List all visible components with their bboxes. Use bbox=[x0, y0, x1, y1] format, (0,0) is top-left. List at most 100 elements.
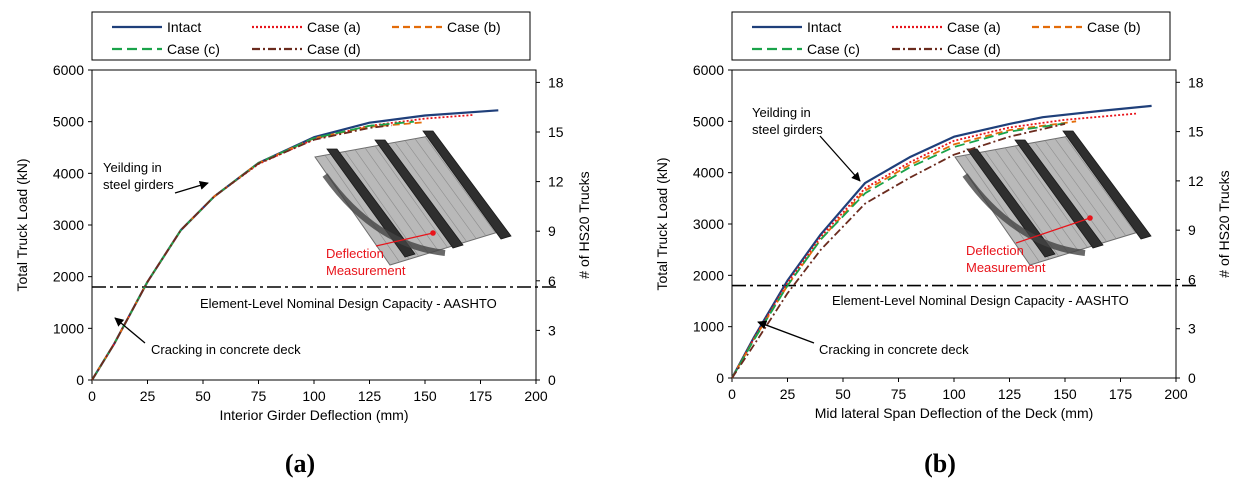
legend-entry: Case (b) bbox=[447, 19, 501, 35]
x-tick-label: 175 bbox=[469, 388, 493, 404]
x-tick-label: 75 bbox=[891, 386, 907, 402]
legend-entry: Intact bbox=[167, 19, 201, 35]
deck-mesh-line bbox=[1004, 147, 1079, 251]
deck-mesh-line bbox=[424, 136, 496, 234]
y-tick-label: 3000 bbox=[693, 216, 724, 232]
y2-tick-label: 15 bbox=[1188, 124, 1204, 140]
deck-mesh-line bbox=[374, 145, 448, 248]
bridge-model-illustration bbox=[314, 130, 512, 266]
y-tick-label: 6000 bbox=[693, 62, 724, 78]
x-tick-label: 100 bbox=[302, 388, 326, 404]
design-capacity-label: Element-Level Nominal Design Capacity - … bbox=[832, 293, 1129, 308]
legend-entry: Case (c) bbox=[167, 41, 220, 57]
steel-girder bbox=[1062, 130, 1152, 240]
chart-panel-a: 0 25 50 75 100 125 150 175 200010002000300040005… bbox=[14, 11, 592, 478]
deck-mesh-line bbox=[1014, 145, 1088, 248]
deck-mesh-line bbox=[984, 151, 1059, 257]
legend-entry: Intact bbox=[807, 19, 841, 35]
x-tick-label: 150 bbox=[413, 388, 437, 404]
deflection-measurement-annotation: Measurement bbox=[966, 260, 1046, 275]
x-tick-label: 175 bbox=[1109, 386, 1133, 402]
legend-entry: Case (b) bbox=[1087, 19, 1141, 35]
y-tick-label: 0 bbox=[716, 370, 724, 386]
steel-girder bbox=[326, 148, 416, 258]
chart-panel-b: 0 25 50 75 100 125 150 175 200010002000300040005… bbox=[654, 11, 1232, 478]
legend-box bbox=[91, 11, 531, 61]
x-tick-label: 125 bbox=[998, 386, 1022, 402]
deflection-measurement-annotation: Deflection bbox=[326, 246, 384, 261]
y2-tick-label: 6 bbox=[548, 273, 556, 289]
cracking-annotation: Cracking in concrete deck bbox=[819, 342, 969, 357]
series-line-intact bbox=[731, 104, 1152, 379]
y2-tick-label: 9 bbox=[548, 223, 556, 239]
girder-bottom-flange bbox=[322, 173, 446, 256]
y2-tick-label: 18 bbox=[548, 74, 564, 90]
y-tick-label: 1000 bbox=[693, 319, 724, 335]
y2-axis-label: # of HS20 Trucks bbox=[576, 171, 592, 278]
x-tick-label: 150 bbox=[1053, 386, 1077, 402]
y2-tick-label: 3 bbox=[548, 322, 556, 338]
series-line-case-b bbox=[731, 120, 1077, 379]
deck-mesh-line bbox=[1034, 142, 1107, 242]
deck-mesh-line bbox=[404, 140, 477, 239]
legend: Intact Case (a) Case (b) Case (c) Case (d) bbox=[91, 11, 531, 61]
series-line-case-a bbox=[731, 112, 1137, 379]
x-tick-label: 25 bbox=[140, 388, 156, 404]
x-tick-label: 50 bbox=[835, 386, 851, 402]
deck-mesh-line bbox=[354, 149, 429, 254]
x-tick-label: 200 bbox=[1164, 386, 1188, 402]
x-tick-label: 75 bbox=[251, 388, 267, 404]
series-line-case-d bbox=[91, 124, 392, 381]
steel-girder bbox=[374, 139, 464, 249]
y2-tick-label: 6 bbox=[1188, 271, 1196, 287]
y2-tick-label: 18 bbox=[1188, 74, 1204, 90]
x-tick-label: 200 bbox=[524, 388, 548, 404]
legend-entry: Case (a) bbox=[307, 19, 361, 35]
y-tick-label: 2000 bbox=[53, 269, 84, 285]
deflection-measurement-annotation: Measurement bbox=[326, 263, 406, 278]
x-tick-label: 125 bbox=[358, 388, 382, 404]
legend-entry: Case (a) bbox=[947, 19, 1001, 35]
y-tick-label: 6000 bbox=[53, 62, 84, 78]
y-tick-label: 4000 bbox=[53, 165, 84, 181]
legend-box bbox=[731, 11, 1171, 61]
x-tick-label: 50 bbox=[195, 388, 211, 404]
deck-mesh-line bbox=[1054, 138, 1127, 237]
deck-mesh-line bbox=[994, 149, 1069, 254]
legend-entry: Case (d) bbox=[307, 41, 361, 57]
deck-mesh-line bbox=[394, 142, 467, 242]
x-axis-label: Mid lateral Span Deflection of the Deck … bbox=[815, 405, 1094, 421]
y2-tick-label: 15 bbox=[548, 124, 564, 140]
y2-tick-label: 3 bbox=[1188, 321, 1196, 337]
girder-bottom-flange bbox=[962, 173, 1086, 256]
deflection-measurement-pointer bbox=[1015, 217, 1091, 244]
x-tick-label: 25 bbox=[780, 386, 796, 402]
y-tick-label: 4000 bbox=[693, 165, 724, 181]
deflection-measurement-annotation: Deflection bbox=[966, 243, 1024, 258]
deck-mesh-line bbox=[964, 154, 1040, 263]
y-tick-label: 5000 bbox=[53, 114, 84, 130]
y-tick-label: 0 bbox=[76, 372, 84, 388]
y-axis-label: Total Truck Load (kN) bbox=[654, 157, 670, 290]
y2-axis-label: # of HS20 Trucks bbox=[1216, 170, 1232, 277]
deflection-measurement-point bbox=[1087, 215, 1093, 221]
deflection-measurement-pointer bbox=[375, 232, 434, 247]
cracking-arrow bbox=[757, 320, 815, 344]
y2-tick-label: 12 bbox=[1188, 173, 1204, 189]
yielding-annotation: steel girders bbox=[103, 177, 174, 192]
yielding-arrow bbox=[819, 135, 861, 182]
x-axis-label: Interior Girder Deflection (mm) bbox=[219, 407, 408, 423]
deck-mesh-line bbox=[1064, 136, 1136, 234]
design-capacity-label: Element-Level Nominal Design Capacity - … bbox=[200, 296, 497, 311]
legend-entry: Case (d) bbox=[947, 41, 1001, 57]
y2-tick-label: 0 bbox=[548, 372, 556, 388]
cracking-annotation: Cracking in concrete deck bbox=[151, 342, 301, 357]
deck-mesh-line bbox=[414, 138, 487, 237]
deflection-measurement-point bbox=[430, 230, 436, 236]
x-tick-label: 0 bbox=[728, 386, 736, 402]
deck-mesh-line bbox=[364, 147, 439, 251]
steel-girder bbox=[422, 130, 512, 240]
bridge-model-illustration bbox=[954, 130, 1152, 266]
y-tick-label: 5000 bbox=[693, 113, 724, 129]
